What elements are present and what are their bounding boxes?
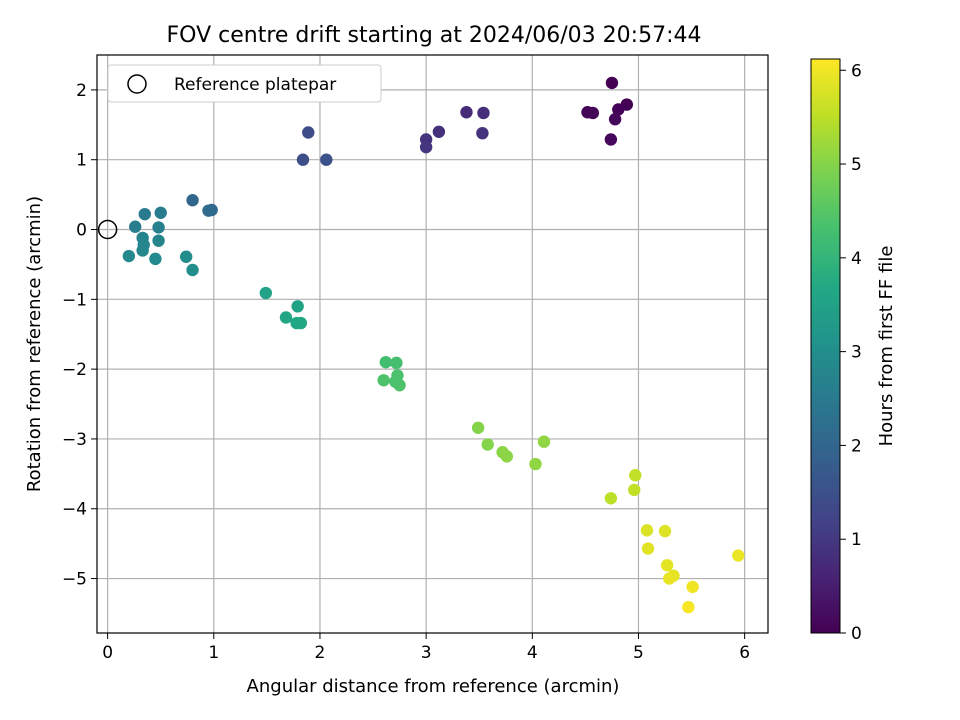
scatter-point (152, 221, 165, 234)
scatter-point (149, 252, 162, 266)
colorbar-tick-label: 5 (851, 155, 862, 175)
x-tick-label: 2 (315, 643, 326, 663)
reference-platepar-marker (97, 219, 118, 240)
scatter-point (612, 103, 625, 116)
scatter-point (122, 249, 136, 263)
scatter-point (186, 193, 199, 207)
scatter-point (663, 572, 676, 585)
plot-background (97, 55, 768, 633)
y-tick-label: 0 (76, 221, 87, 241)
x-tick-label: 0 (102, 643, 113, 663)
y-tick-label: −1 (62, 290, 87, 310)
scatter-point (641, 542, 655, 555)
scatter-point (640, 524, 654, 537)
scatter-point (529, 457, 542, 471)
scatter-point (608, 113, 622, 126)
x-axis-label: Angular distance from reference (arcmin) (247, 676, 620, 697)
scatter-point (379, 355, 392, 369)
x-tick-label: 1 (208, 643, 219, 663)
scatter-point (279, 311, 293, 324)
legend-box (107, 64, 382, 103)
scatter-point (390, 356, 403, 370)
scatter-point (419, 140, 433, 154)
scatter-point (136, 244, 149, 257)
grid-lines (97, 55, 768, 633)
plot-frame (96, 54, 769, 634)
colorbar-gradient (810, 58, 841, 634)
colorbar-ticks: 0 1 2 3 4 5 6 (840, 61, 862, 644)
scatter-point (537, 435, 551, 448)
y-axis-ticks: −5 −4 −3 −2 −1 0 1 2 (62, 81, 97, 590)
x-tick-label: 3 (421, 643, 432, 663)
colorbar-tick-label: 1 (851, 530, 862, 550)
scatter-point (320, 153, 333, 166)
colorbar-tick-label: 2 (851, 436, 862, 456)
scatter-point (605, 76, 619, 90)
scatter-point (152, 234, 165, 247)
scatter-point (186, 263, 199, 277)
chart-title: FOV centre drift starting at 2024/06/03 … (167, 23, 702, 48)
scatter-point (476, 126, 489, 140)
scatter-point (432, 125, 446, 138)
y-tick-label: 1 (76, 151, 87, 171)
scatter-point (377, 374, 390, 387)
scatter-point (658, 524, 672, 538)
scatter-point (202, 204, 215, 217)
scatter-point (460, 106, 473, 119)
x-axis-ticks: 0 1 2 3 4 5 6 (102, 633, 750, 663)
scatter-point (682, 600, 695, 614)
scatter-point (294, 316, 308, 330)
x-tick-label: 5 (633, 643, 644, 663)
scatter-point (179, 250, 193, 263)
colorbar: 0 1 2 3 4 5 6 Hours from first FF file (810, 58, 897, 644)
legend: Reference platepar (107, 64, 382, 103)
scatter-point (604, 492, 618, 505)
y-tick-label: 2 (76, 81, 87, 101)
colorbar-tick-label: 0 (851, 624, 862, 644)
x-tick-label: 6 (739, 643, 750, 663)
scatter-point (291, 300, 304, 313)
scatter-point (629, 469, 642, 482)
colorbar-label: Hours from first FF file (876, 246, 897, 447)
colorbar-tick-label: 3 (851, 343, 862, 363)
scatter-point (500, 450, 514, 463)
scatter-point (154, 206, 167, 219)
scatter-point (477, 106, 490, 120)
colorbar-tick-label: 6 (851, 61, 862, 81)
y-axis-label: Rotation from reference (arcmin) (24, 196, 45, 492)
scatter-point (586, 106, 600, 120)
legend-marker-icon (127, 74, 147, 94)
scatter-point (686, 580, 699, 594)
y-tick-label: −5 (62, 570, 87, 590)
colorbar-tick-label: 4 (851, 249, 862, 269)
y-tick-label: −4 (62, 500, 87, 520)
y-tick-label: −3 (62, 430, 87, 450)
scatter-point (481, 438, 494, 451)
data-points (122, 76, 745, 614)
scatter-point (393, 378, 406, 392)
legend-label: Reference platepar (174, 75, 336, 95)
scatter-point (628, 483, 641, 497)
scatter-point (296, 153, 310, 166)
scatter-point (129, 220, 142, 233)
scatter-point (732, 549, 745, 562)
scatter-point (660, 559, 674, 572)
scatter-point (604, 133, 618, 146)
scatter-point (138, 207, 151, 221)
y-tick-label: −2 (62, 360, 87, 380)
x-tick-label: 4 (527, 643, 538, 663)
scatter-point (259, 286, 273, 300)
scatter-point (302, 126, 315, 139)
scatter-point (471, 421, 485, 434)
